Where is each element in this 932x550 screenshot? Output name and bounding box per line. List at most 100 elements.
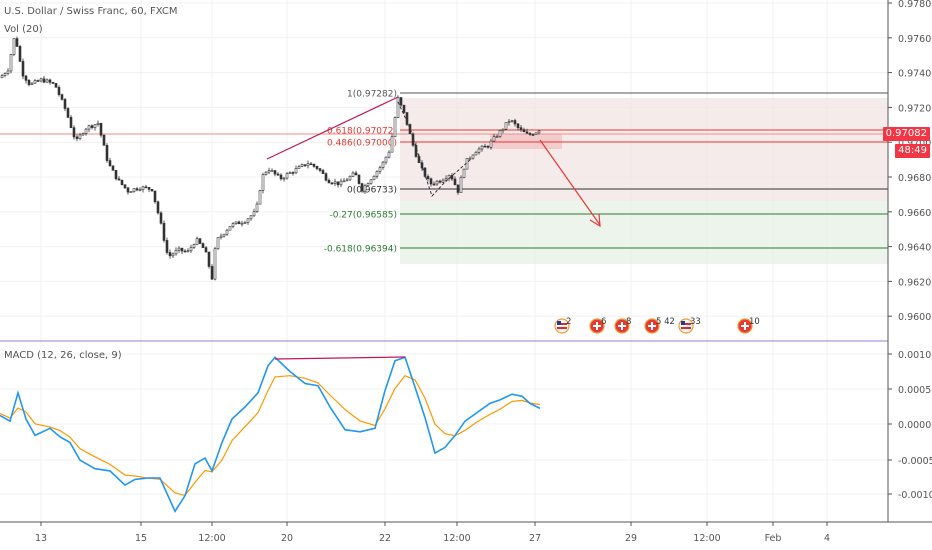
event-count: 5 42 bbox=[656, 317, 675, 327]
candle-body bbox=[6, 70, 10, 74]
candle-body bbox=[264, 171, 268, 175]
candle-body bbox=[483, 145, 487, 148]
candle-body bbox=[357, 174, 361, 184]
candle-body bbox=[48, 79, 52, 83]
candle-body bbox=[459, 177, 463, 193]
candle-body bbox=[399, 97, 403, 106]
candle-body bbox=[315, 166, 319, 169]
candle-body bbox=[390, 136, 394, 153]
candle-body bbox=[216, 237, 220, 250]
candle-body bbox=[372, 175, 376, 181]
divergence-line-macd[interactable] bbox=[274, 356, 406, 360]
candle-body bbox=[516, 123, 520, 128]
macd-signal-line bbox=[0, 374, 541, 497]
candle-body bbox=[276, 173, 280, 176]
candle-body bbox=[123, 184, 127, 189]
event-badge[interactable]: 10 bbox=[737, 317, 760, 334]
candle-body bbox=[12, 38, 16, 55]
candle-body bbox=[255, 203, 259, 212]
candle-body bbox=[480, 145, 484, 150]
candle-body bbox=[303, 164, 307, 167]
forecast-arrow-head bbox=[589, 213, 601, 228]
event-badge[interactable]: 33 bbox=[678, 317, 701, 334]
candle-body bbox=[174, 249, 178, 255]
candle-body bbox=[210, 266, 214, 280]
candle-body bbox=[159, 212, 163, 224]
candle-body bbox=[198, 238, 202, 244]
candle-body bbox=[519, 127, 523, 130]
candle-body bbox=[213, 248, 217, 280]
projection-dashed-path[interactable] bbox=[397, 101, 471, 197]
candle-body bbox=[318, 168, 322, 171]
candle-body bbox=[252, 211, 256, 217]
candle-body bbox=[444, 178, 448, 181]
candle-body bbox=[387, 151, 391, 158]
candle-body bbox=[474, 151, 478, 156]
candle-body bbox=[27, 80, 31, 85]
event-badge[interactable]: 2 bbox=[554, 317, 571, 334]
candle-body bbox=[294, 168, 298, 174]
candle-body bbox=[360, 183, 364, 192]
candle-body bbox=[531, 134, 535, 136]
candle-body bbox=[333, 181, 337, 184]
candle-body bbox=[522, 129, 526, 133]
candle-body bbox=[99, 122, 103, 136]
ch-flag-icon bbox=[737, 318, 753, 334]
candle-body bbox=[69, 117, 73, 128]
candle-body bbox=[525, 131, 529, 134]
candle-body bbox=[477, 148, 481, 153]
candle-body bbox=[162, 223, 166, 241]
candle-body bbox=[150, 189, 154, 192]
macd-legend[interactable]: MACD (12, 26, close, 9) bbox=[4, 350, 122, 361]
candle-body bbox=[228, 226, 232, 231]
candle-body bbox=[384, 156, 388, 163]
candle-body bbox=[366, 183, 370, 186]
fib-level-label: -0.618(0.96394) bbox=[324, 245, 397, 255]
candle-body bbox=[105, 145, 109, 161]
forecast-arrow[interactable] bbox=[539, 139, 601, 226]
price-tick-label: 0.97000 bbox=[898, 138, 932, 149]
candle-body bbox=[537, 130, 541, 134]
candle-body bbox=[363, 185, 367, 192]
fib-levels[interactable]: 1(0.97282) 0.618(0.97072) 0.486(0.97000) 0(… bbox=[324, 90, 888, 255]
candle-body bbox=[75, 136, 79, 139]
candle-body bbox=[18, 46, 22, 62]
candle-body bbox=[9, 54, 13, 72]
divergence-line-price[interactable] bbox=[266, 96, 399, 160]
event-count: 33 bbox=[690, 317, 701, 327]
candle-body bbox=[177, 247, 181, 251]
candle-body bbox=[261, 174, 265, 191]
time-tick-label: 12:00 bbox=[198, 533, 225, 544]
candle-body bbox=[306, 163, 310, 167]
candle-body bbox=[273, 170, 277, 175]
candle-body bbox=[393, 117, 397, 138]
volume-legend[interactable]: Vol (20) bbox=[4, 24, 43, 35]
event-badge[interactable]: 5 42 bbox=[644, 317, 675, 334]
candle-body bbox=[138, 189, 142, 191]
candle-body bbox=[270, 170, 274, 172]
candle-body bbox=[0, 75, 4, 79]
candle-body bbox=[93, 124, 97, 128]
candle-body bbox=[510, 120, 514, 122]
time-tick-label: 29 bbox=[625, 533, 637, 544]
candle-body bbox=[111, 165, 115, 171]
candle-body bbox=[54, 83, 58, 88]
event-badge[interactable]: 6 bbox=[589, 317, 606, 334]
economic-events[interactable]: 2 6 8 5 42 33 10 bbox=[554, 317, 760, 334]
candle-body bbox=[231, 223, 235, 227]
time-axis[interactable]: 13 15 12:00 20 22 12:00 27 29 12:00 Feb 4 bbox=[35, 522, 830, 544]
event-badge[interactable]: 8 bbox=[614, 317, 631, 334]
candle-body bbox=[51, 82, 55, 84]
candle-body bbox=[120, 179, 124, 185]
macd-pane bbox=[0, 356, 541, 513]
